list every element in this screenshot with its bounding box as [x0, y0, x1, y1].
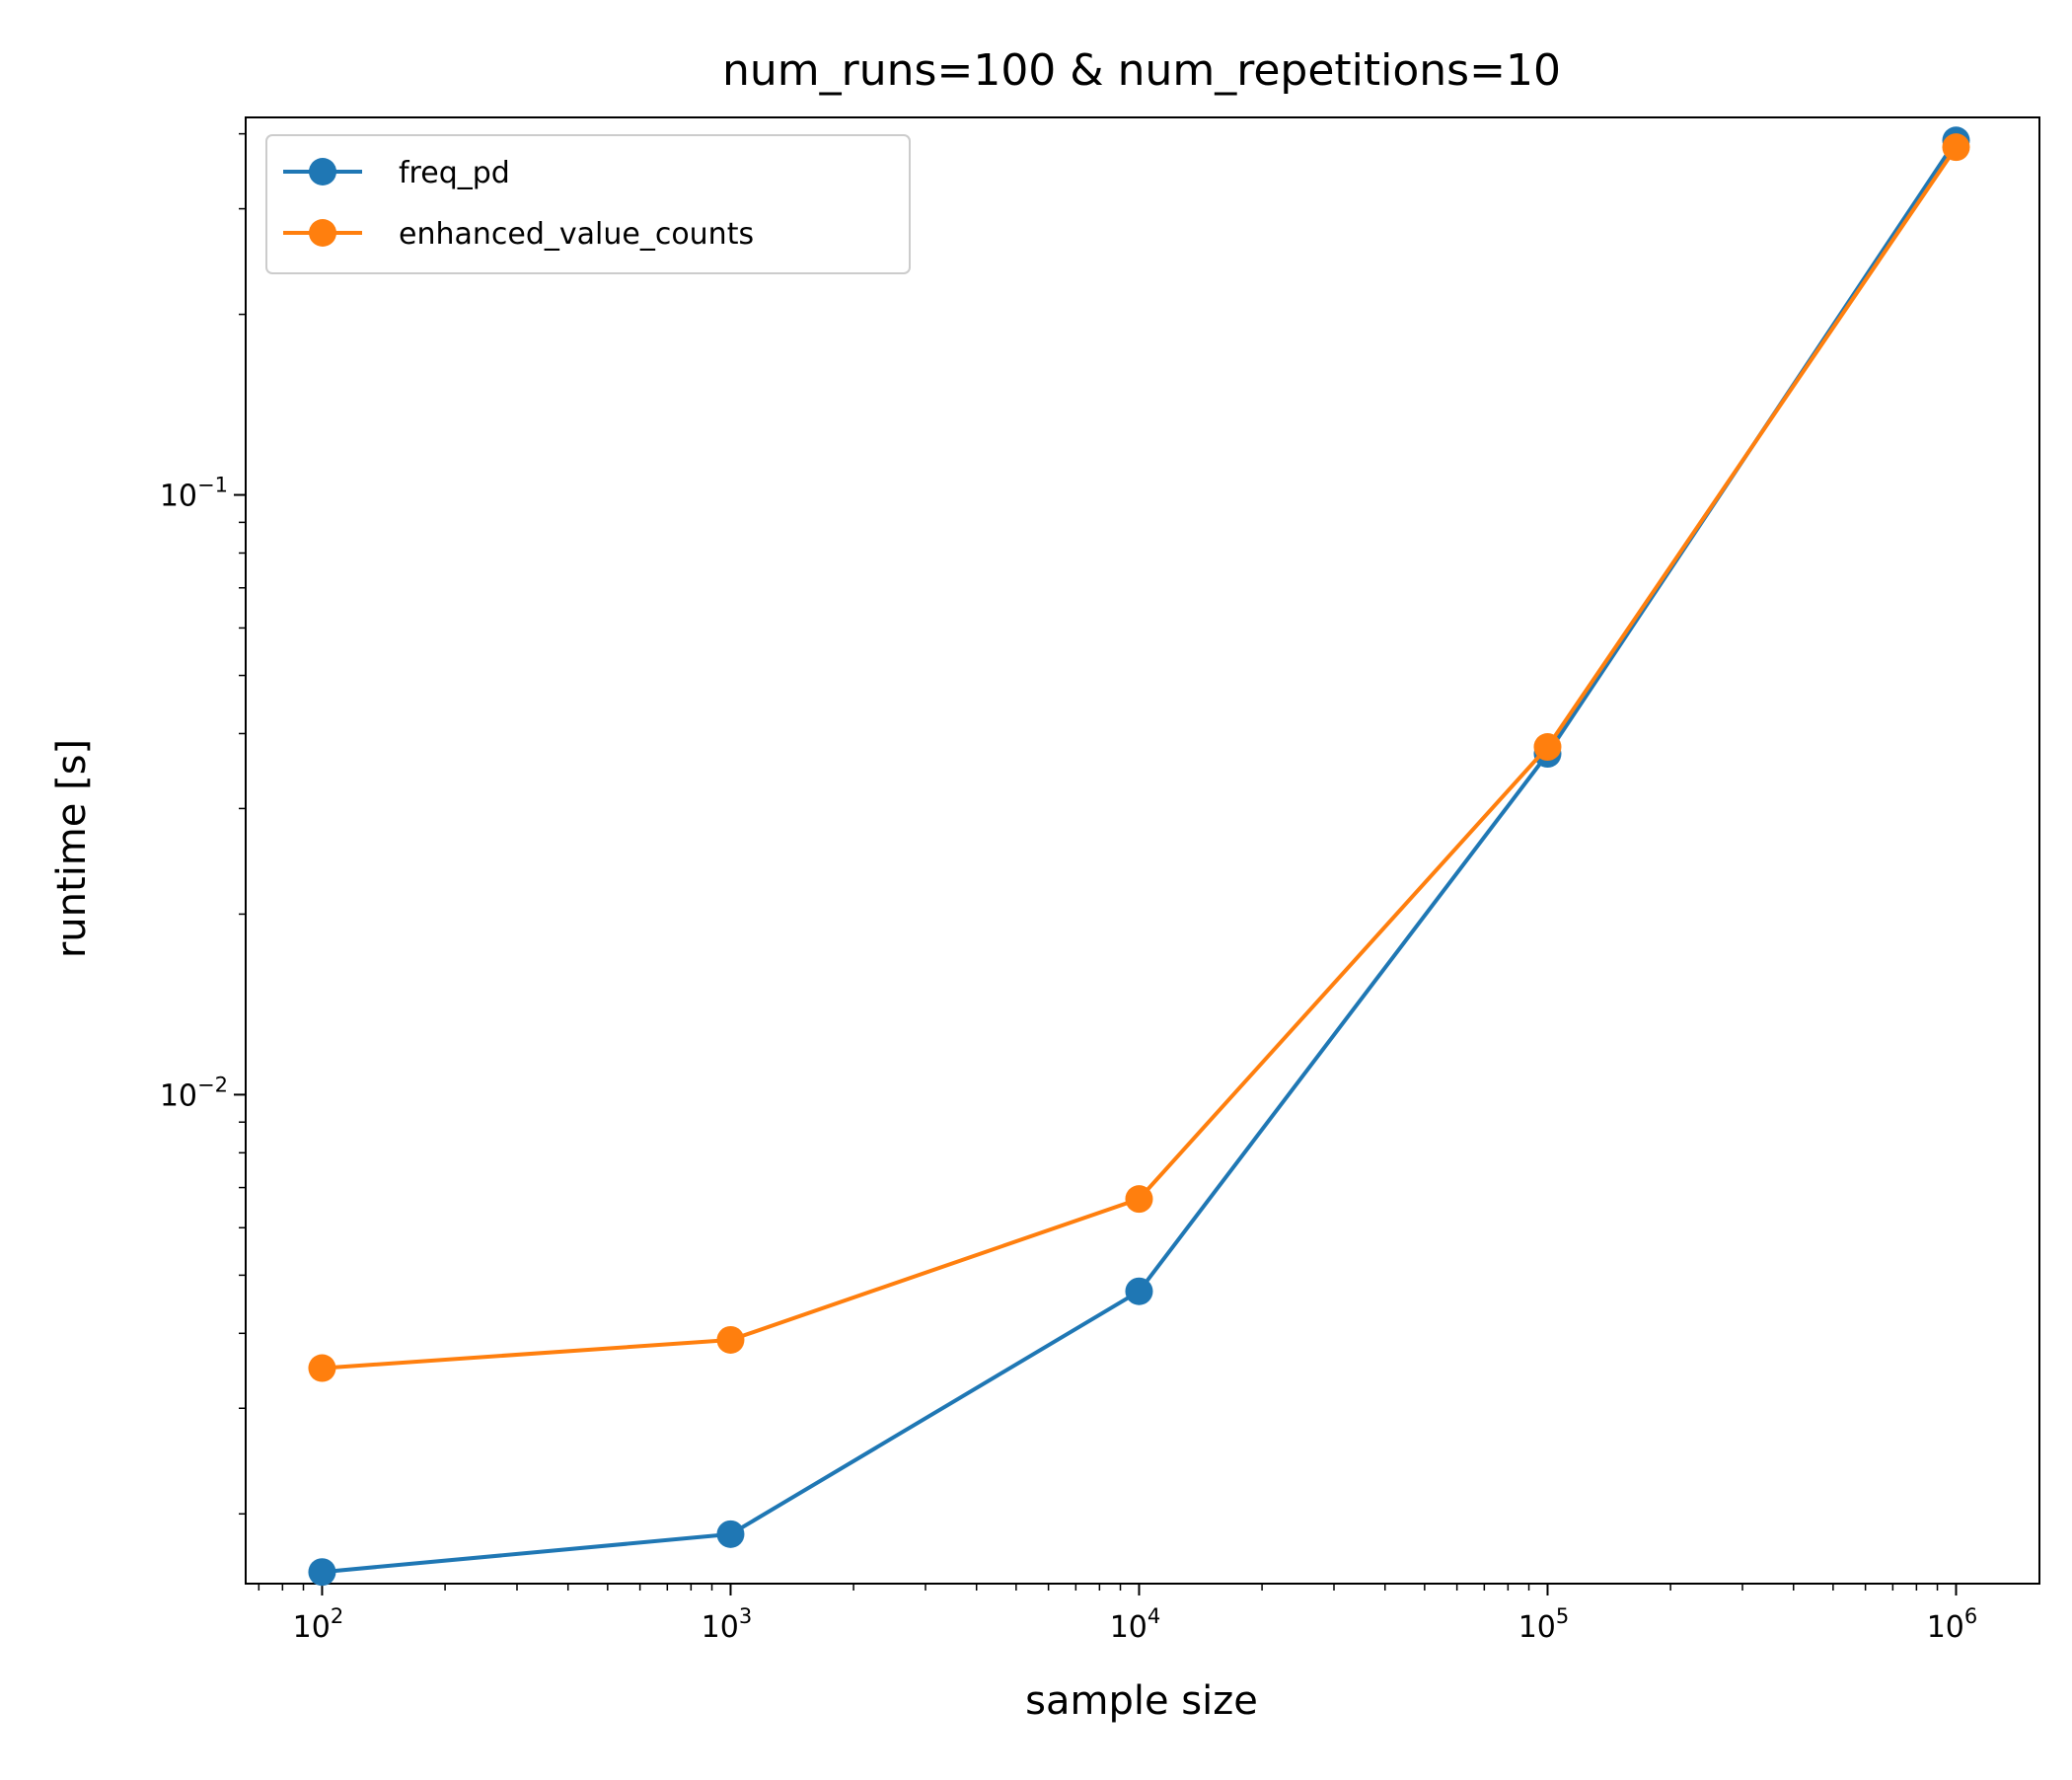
legend-marker-freq-pd	[309, 158, 336, 185]
data-point-freq-pd	[716, 1520, 745, 1548]
legend-label-freq-pd: freq_pd	[399, 156, 510, 190]
data-point-enhanced-value-counts	[308, 1354, 336, 1382]
x-tick-label: 102	[293, 1604, 344, 1645]
y-axis-title: runtime [s]	[49, 739, 95, 958]
data-point-enhanced-value-counts	[1533, 733, 1562, 762]
legend-box	[265, 134, 911, 274]
legend: freq_pd enhanced_value_counts	[265, 134, 911, 274]
x-tick-label: 104	[1110, 1604, 1161, 1645]
plot-frame	[245, 116, 2040, 1585]
data-point-enhanced-value-counts	[1942, 133, 1970, 162]
chart-title: num_runs=100 & num_repetitions=10	[722, 45, 1561, 96]
x-tick-label: 105	[1518, 1604, 1570, 1645]
data-point-freq-pd	[1125, 1277, 1153, 1305]
x-tick-label: 103	[702, 1604, 753, 1645]
y-tick-label: 10−1	[160, 474, 228, 514]
x-axis-title: sample size	[1025, 1678, 1258, 1724]
legend-label-enhanced-value-counts: enhanced_value_counts	[399, 217, 754, 252]
data-point-freq-pd	[308, 1558, 336, 1587]
x-tick-label: 106	[1927, 1604, 1978, 1645]
data-point-enhanced-value-counts	[716, 1325, 745, 1354]
data-point-enhanced-value-counts	[1125, 1185, 1153, 1214]
legend-marker-enhanced-value-counts	[309, 219, 336, 247]
plot-area: 102 103 104 105 106 10−2 10−1 freq_pd enhanced_v…	[160, 116, 2040, 1645]
y-tick-label: 10−2	[160, 1073, 228, 1113]
